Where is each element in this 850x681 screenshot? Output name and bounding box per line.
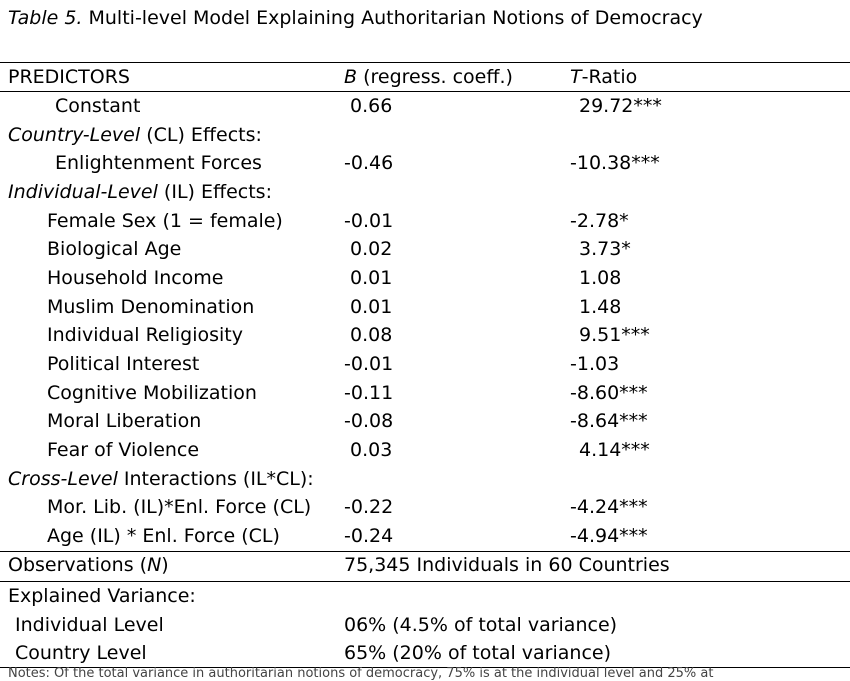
header-predictors: PREDICTORS: [8, 66, 130, 88]
section-label: Individual-Level (IL) Effects:: [8, 181, 272, 203]
row-label: Constant: [55, 95, 141, 117]
section-cross: Cross-Level Interactions (IL*CL):: [0, 468, 850, 496]
row-t: -1.03: [570, 353, 620, 375]
header-row: PREDICTORS B (regress. coeff.) T-Ratio: [0, 66, 850, 94]
row-t: -10.38***: [570, 152, 660, 174]
table-row: Biological Age 0.02 3.73*: [0, 238, 850, 266]
variance-individual-row: Individual Level 06% (4.5% of total vari…: [0, 614, 850, 642]
row-b: 0.01: [350, 296, 393, 318]
section-country: Country-Level (CL) Effects:: [0, 124, 850, 152]
row-t: -8.64***: [570, 410, 648, 432]
row-b: -0.46: [344, 152, 394, 174]
observations-label: Observations (N): [8, 554, 169, 576]
table-row: Individual Religiosity 0.08 9.51***: [0, 324, 850, 352]
row-b: -0.01: [344, 353, 394, 375]
table-row: Female Sex (1 = female) -0.01 -2.78*: [0, 210, 850, 238]
table-row: Fear of Violence 0.03 4.14***: [0, 439, 850, 467]
row-t: -8.60***: [570, 382, 648, 404]
table-title: Multi-level Model Explaining Authoritari…: [88, 7, 703, 29]
row-b: -0.11: [344, 382, 394, 404]
row-b: 0.08: [350, 324, 393, 346]
row-label: Biological Age: [47, 238, 182, 260]
row-b: -0.24: [344, 525, 394, 547]
row-t: 9.51***: [579, 324, 650, 346]
row-label: Age (IL) * Enl. Force (CL): [47, 525, 280, 547]
row-t: 4.14***: [579, 439, 650, 461]
section-label: Cross-Level Interactions (IL*CL):: [8, 468, 314, 490]
table-row: Political Interest -0.01 -1.03: [0, 353, 850, 381]
row-t: 1.48: [579, 296, 622, 318]
header-rule: [0, 91, 850, 92]
row-t: -2.78*: [570, 210, 629, 232]
table-row: Constant 0.66 29.72***: [0, 95, 850, 123]
observations-rule: [0, 551, 850, 552]
row-t: -4.94***: [570, 525, 648, 547]
row-b: -0.08: [344, 410, 394, 432]
row-b: 0.03: [350, 439, 393, 461]
table-row: Age (IL) * Enl. Force (CL) -0.24 -4.94**…: [0, 525, 850, 553]
table-row: Mor. Lib. (IL)*Enl. Force (CL) -0.22 -4.…: [0, 496, 850, 524]
row-label: Household Income: [47, 267, 224, 289]
row-label: Moral Liberation: [47, 410, 202, 432]
variance-title: Explained Variance:: [8, 585, 196, 607]
row-t: 3.73*: [579, 238, 631, 260]
table-caption: Table 5. Multi-level Model Explaining Au…: [8, 7, 703, 29]
section-label: Country-Level (CL) Effects:: [8, 124, 262, 146]
row-b: 0.02: [350, 238, 393, 260]
row-label: Fear of Violence: [47, 439, 200, 461]
variance-rule: [0, 581, 850, 582]
row-label: Cognitive Mobilization: [47, 382, 257, 404]
row-t: -4.24***: [570, 496, 648, 518]
row-label: Enlightenment Forces: [55, 152, 262, 174]
row-label: Political Interest: [47, 353, 200, 375]
observations-row: Observations (N) 75,345 Individuals in 6…: [0, 554, 850, 582]
row-label: Female Sex (1 = female): [47, 210, 283, 232]
variance-individual-value: 06% (4.5% of total variance): [344, 614, 618, 636]
row-t: 29.72***: [579, 95, 662, 117]
row-label: Individual Religiosity: [47, 324, 244, 346]
variance-country-row: Country Level 65% (20% of total variance…: [0, 642, 850, 670]
row-label: Mor. Lib. (IL)*Enl. Force (CL): [47, 496, 312, 518]
table-row: Muslim Denomination 0.01 1.48: [0, 296, 850, 324]
table-row: Enlightenment Forces -0.46 -10.38***: [0, 152, 850, 180]
table-row: Cognitive Mobilization -0.11 -8.60***: [0, 382, 850, 410]
observations-value: 75,345 Individuals in 60 Countries: [344, 554, 670, 576]
variance-country-label: Country Level: [15, 642, 147, 664]
table-row: Household Income 0.01 1.08: [0, 267, 850, 295]
variance-title-row: Explained Variance:: [0, 585, 850, 613]
header-b: B (regress. coeff.): [344, 66, 513, 88]
row-b: -0.01: [344, 210, 394, 232]
table-number: Table 5.: [8, 7, 83, 29]
bottom-rule: [0, 667, 850, 668]
row-b: 0.01: [350, 267, 393, 289]
top-rule: [0, 62, 850, 63]
row-t: 1.08: [579, 267, 622, 289]
row-label: Muslim Denomination: [47, 296, 255, 318]
variance-individual-label: Individual Level: [15, 614, 164, 636]
header-t: T-Ratio: [570, 66, 638, 88]
row-b: 0.66: [350, 95, 393, 117]
variance-country-value: 65% (20% of total variance): [344, 642, 612, 664]
table-row: Moral Liberation -0.08 -8.64***: [0, 410, 850, 438]
row-b: -0.22: [344, 496, 394, 518]
section-individual: Individual-Level (IL) Effects:: [0, 181, 850, 209]
